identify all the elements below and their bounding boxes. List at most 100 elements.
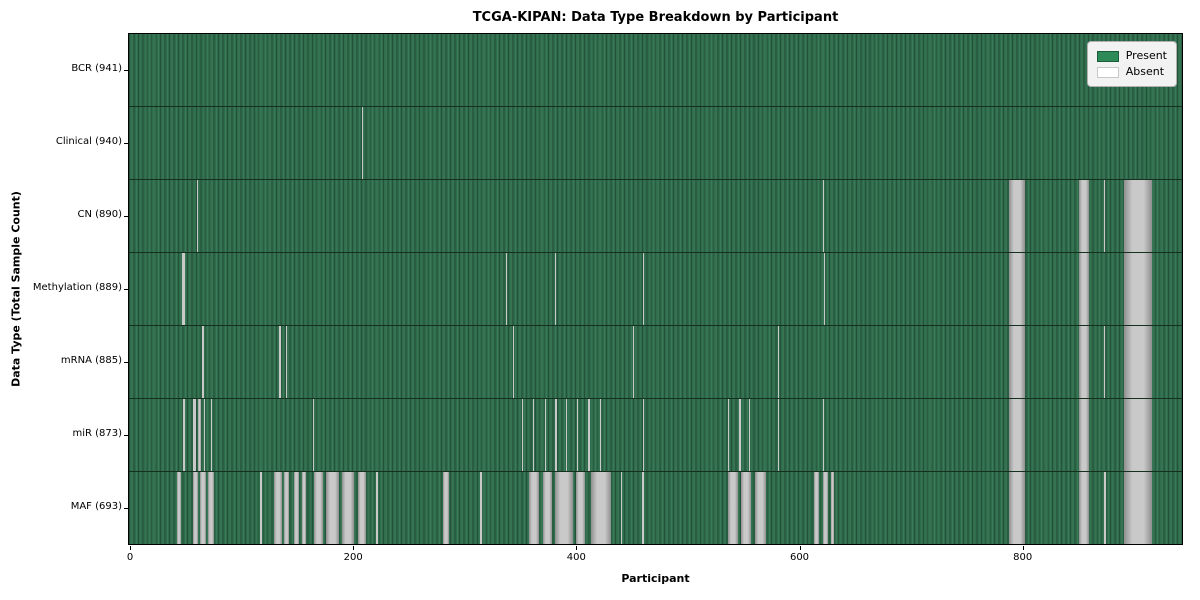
bars-layer xyxy=(131,326,1181,398)
absent-stripe xyxy=(590,472,611,544)
xtick-label-400: 400 xyxy=(566,552,586,563)
x-axis-label: Participant xyxy=(621,572,690,585)
absent-stripe xyxy=(301,472,307,544)
absent-stripe xyxy=(727,472,738,544)
row-mrna xyxy=(129,326,1182,399)
absent-stripe xyxy=(642,472,645,544)
ytick-label-mir: miR (873) xyxy=(72,428,122,440)
chart-title: TCGA-KIPAN: Data Type Breakdown by Parti… xyxy=(472,10,839,25)
xtick-mark xyxy=(799,546,801,550)
absent-stripe xyxy=(286,326,288,398)
row-methylation xyxy=(129,253,1182,326)
row-cn xyxy=(129,180,1182,253)
row-bcr xyxy=(129,34,1182,107)
bars-layer xyxy=(131,180,1181,252)
plot-area: Present Absent xyxy=(128,33,1183,545)
xtick-label-0: 0 xyxy=(126,552,134,563)
absent-stripe xyxy=(357,472,367,544)
row-mir xyxy=(129,399,1182,472)
absent-stripe xyxy=(1079,253,1090,325)
ytick-mark xyxy=(124,142,128,144)
bars-layer xyxy=(131,253,1181,325)
bars-layer xyxy=(131,472,1181,544)
absent-stripe xyxy=(193,472,198,544)
absent-stripe xyxy=(532,399,534,471)
absent-stripe xyxy=(361,107,364,179)
xtick-mark xyxy=(576,546,578,550)
absent-stripe xyxy=(376,472,378,544)
absent-stripe xyxy=(203,399,205,471)
absent-stripe xyxy=(778,326,780,398)
absent-stripe xyxy=(197,399,202,471)
absent-stripe xyxy=(643,253,645,325)
xtick-label-600: 600 xyxy=(789,552,810,563)
absent-stripe xyxy=(1079,472,1090,544)
absent-stripe xyxy=(1009,399,1025,471)
absent-stripe xyxy=(633,326,635,398)
absent-stripe xyxy=(1009,180,1025,252)
absent-stripe xyxy=(279,326,281,398)
legend-label-absent: Absent xyxy=(1125,65,1165,78)
xtick-label-800: 800 xyxy=(1013,552,1033,563)
absent-stripe xyxy=(273,472,282,544)
absent-stripe xyxy=(1009,326,1025,398)
absent-stripe xyxy=(176,472,182,544)
absent-stripe xyxy=(566,399,568,471)
absent-stripe xyxy=(182,253,185,325)
absent-stripe xyxy=(727,399,730,471)
absent-stripe xyxy=(293,472,300,544)
absent-stripe xyxy=(1009,472,1025,544)
xtick-mark xyxy=(1022,546,1024,550)
y-axis-ticks: BCR (941) Clinical (940) CN (890) Methylati… xyxy=(0,0,128,600)
absent-stripe xyxy=(822,180,824,252)
ytick-mark xyxy=(124,362,128,364)
absent-stripe xyxy=(555,399,558,471)
legend: Present Absent xyxy=(1086,41,1177,87)
absent-stripe xyxy=(643,399,645,471)
absent-stripe xyxy=(577,399,579,471)
absent-stripe xyxy=(555,253,557,325)
absent-stripe xyxy=(739,399,742,471)
absent-stripe xyxy=(1124,399,1152,471)
absent-stripe xyxy=(312,399,314,471)
absent-stripe xyxy=(620,472,622,544)
ytick-label-clinical: Clinical (940) xyxy=(55,135,122,147)
absent-stripe xyxy=(823,253,826,325)
absent-stripe xyxy=(1079,180,1090,252)
absent-stripe xyxy=(576,472,586,544)
absent-stripe xyxy=(599,399,601,471)
present-swatch-icon xyxy=(1096,50,1119,62)
absent-stripe xyxy=(754,472,766,544)
legend-entry-present: Present xyxy=(1096,48,1167,64)
ytick-label-methylation: Methylation (889) xyxy=(32,282,122,293)
xtick-label-200: 200 xyxy=(343,552,363,563)
absent-stripe xyxy=(1009,253,1025,325)
absent-stripe xyxy=(326,472,339,544)
absent-stripe xyxy=(778,399,780,471)
absent-stripe xyxy=(505,253,508,325)
absent-stripe xyxy=(749,399,751,471)
absent-stripe xyxy=(822,399,824,471)
absent-stripe xyxy=(196,180,198,252)
bars-layer xyxy=(131,107,1181,179)
absent-stripe xyxy=(480,472,483,544)
ytick-label-maf: MAF (693) xyxy=(70,501,122,513)
absent-stripe xyxy=(813,472,820,544)
row-clinical xyxy=(129,107,1182,180)
absent-stripe xyxy=(1079,326,1090,398)
absent-stripe xyxy=(1124,253,1152,325)
ytick-label-mrna: mRNA (885) xyxy=(60,355,122,367)
absent-stripe xyxy=(555,472,573,544)
absent-stripe xyxy=(200,472,206,544)
legend-label-present: Present xyxy=(1125,49,1167,62)
absent-stripe xyxy=(1104,180,1106,252)
absent-stripe xyxy=(1124,180,1152,252)
row-maf xyxy=(129,472,1182,544)
absent-stripe xyxy=(588,399,590,471)
absent-stripe xyxy=(521,399,523,471)
ytick-label-bcr: BCR (941) xyxy=(71,62,122,74)
x-axis-ticks: 0 200 400 600 800 xyxy=(126,546,1183,576)
ytick-mark xyxy=(124,508,128,510)
ytick-mark xyxy=(124,69,128,71)
